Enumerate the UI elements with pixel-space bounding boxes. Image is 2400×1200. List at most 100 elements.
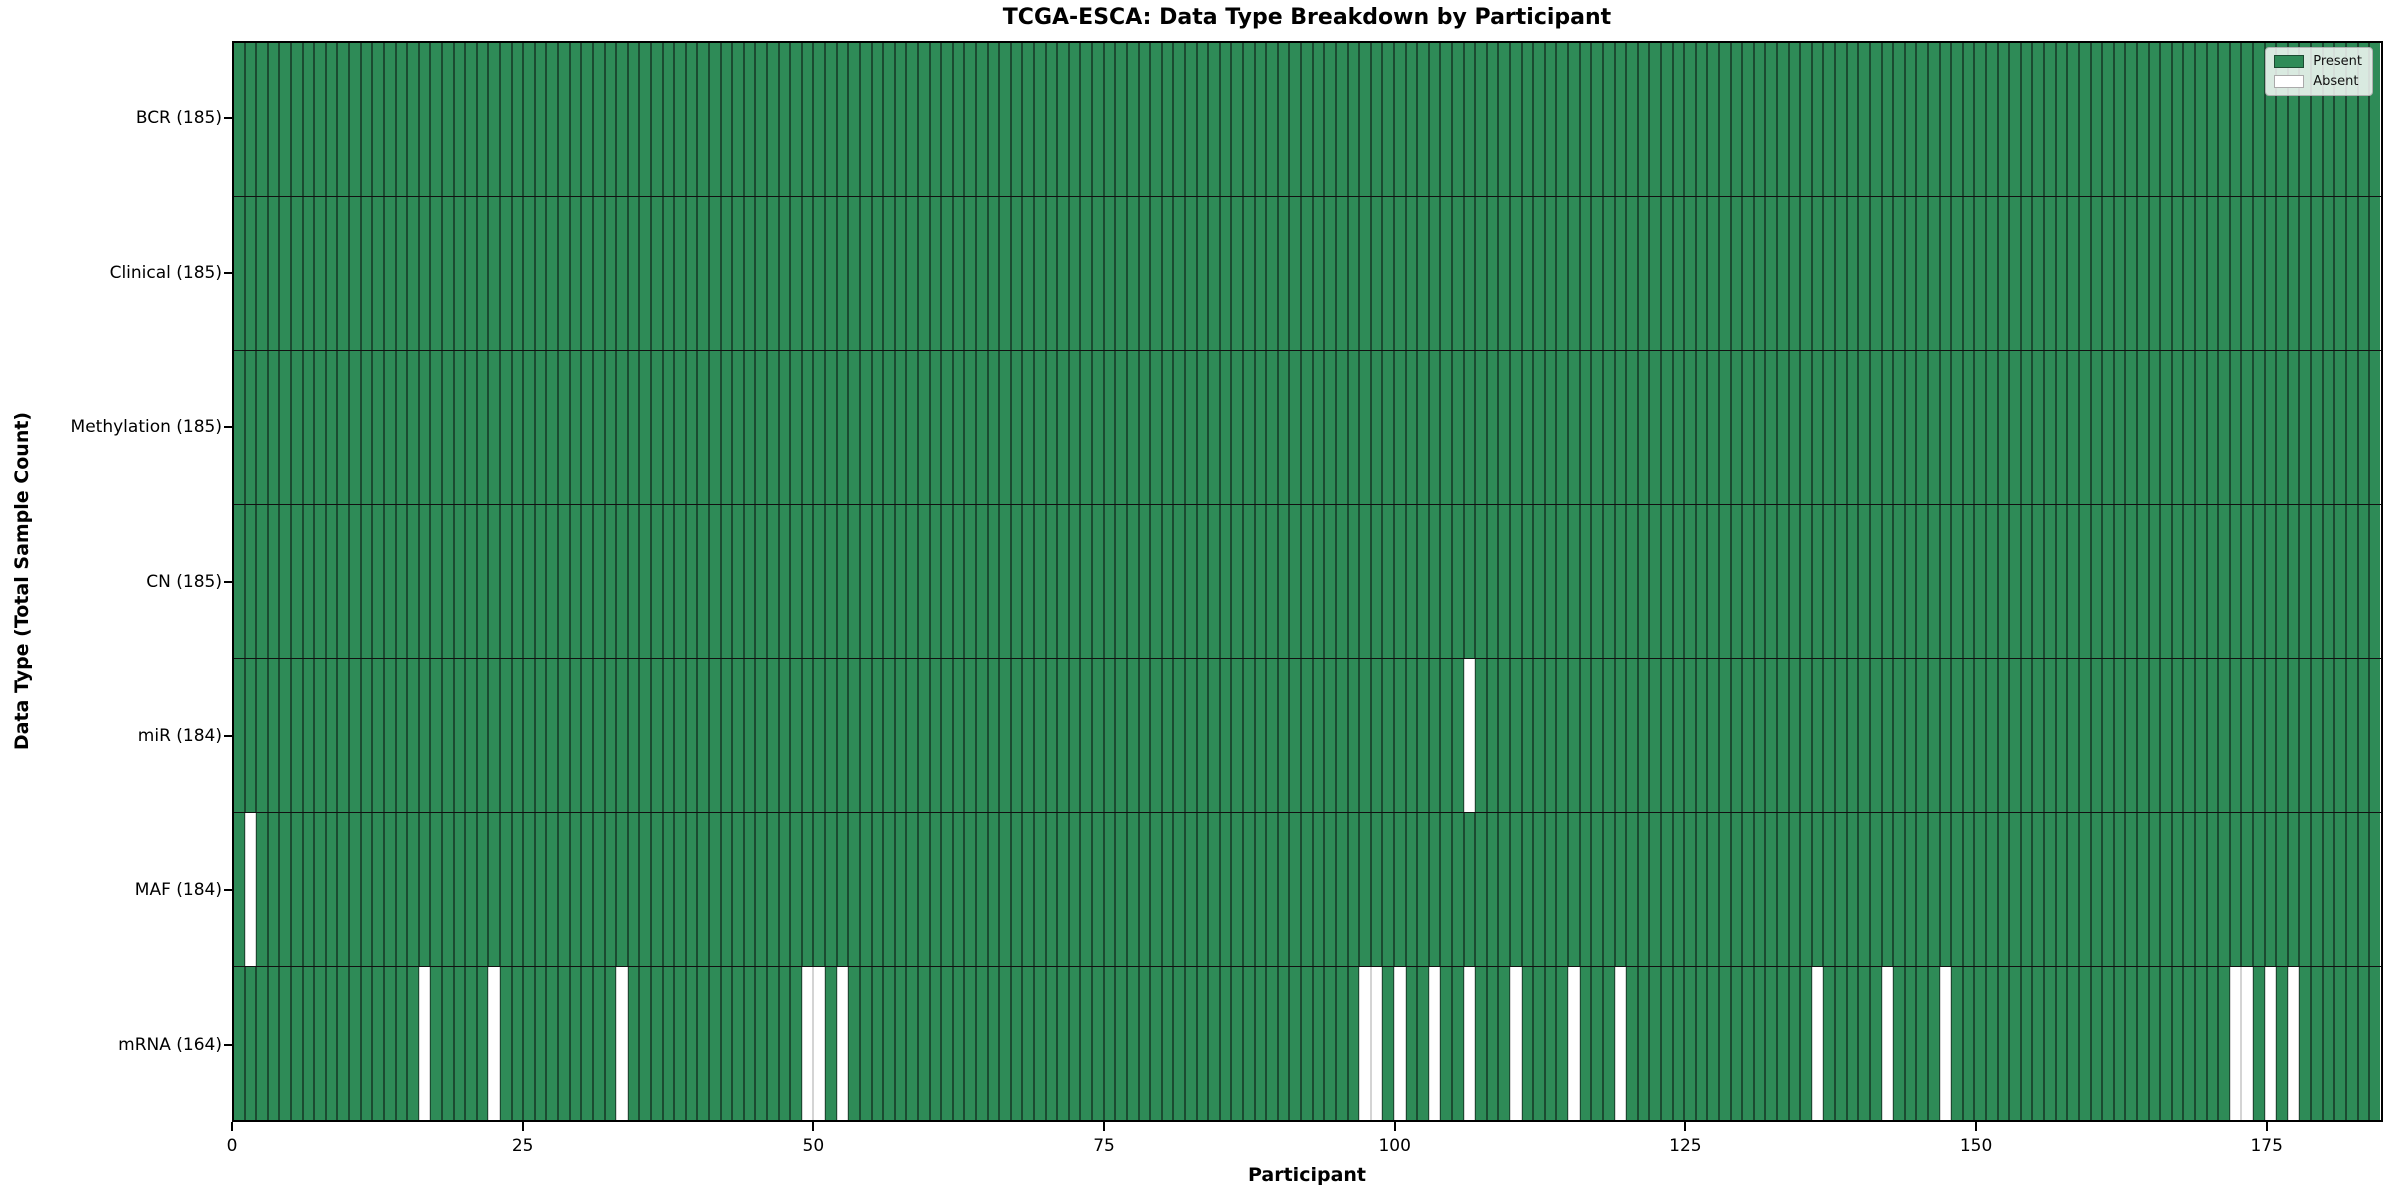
cell-Clinical-p131 (1753, 197, 1766, 350)
cell-CN-p92 (1301, 505, 1313, 658)
cell-Methylation-p76 (1115, 351, 1127, 504)
cell-MAF-p47 (778, 813, 791, 966)
cell-MAF-p57 (894, 813, 907, 966)
cell-BCR-p120 (1626, 43, 1638, 196)
cell-miR-p184 (2369, 659, 2380, 812)
y-axis-title: Data Type (Total Sample Count) (11, 411, 33, 751)
cell-mRNA-p65 (987, 967, 1000, 1120)
cell-CN-p12 (372, 505, 384, 658)
cell-BCR-p93 (1312, 43, 1325, 196)
cell-miR-p154 (2020, 659, 2033, 812)
cell-Methylation-p1 (244, 351, 257, 504)
cell-MAF-p122 (1649, 813, 1661, 966)
cell-CN-p11 (360, 505, 373, 658)
cell-Methylation-p143 (1893, 351, 1905, 504)
cell-miR-p144 (1904, 659, 1917, 812)
cell-mRNA-p12 (372, 967, 384, 1120)
cell-Clinical-p60 (929, 197, 942, 350)
cell-CN-p6 (302, 505, 315, 658)
cell-Clinical-p184 (2369, 197, 2380, 350)
cell-Clinical-p76 (1115, 197, 1127, 350)
cell-BCR-p39 (685, 43, 698, 196)
cell-mRNA-p52 (836, 967, 849, 1120)
cell-MAF-p43 (732, 813, 744, 966)
cell-mRNA-p174 (2253, 967, 2265, 1120)
x-tick-label-150: 150 (1959, 1136, 1993, 1156)
cell-CN-p75 (1103, 505, 1116, 658)
cell-Clinical-p100 (1393, 197, 1406, 350)
cell-mRNA-p70 (1045, 967, 1058, 1120)
cell-mRNA-p124 (1672, 967, 1685, 1120)
cell-miR-p32 (604, 659, 617, 812)
cell-BCR-p33 (616, 43, 628, 196)
cell-miR-p172 (2229, 659, 2242, 812)
cell-miR-p91 (1289, 659, 1302, 812)
cell-MAF-p75 (1103, 813, 1116, 966)
cell-MAF-p184 (2369, 813, 2380, 966)
cell-BCR-p131 (1753, 43, 1766, 196)
cell-mRNA-p11 (360, 967, 373, 1120)
cell-CN-p76 (1115, 505, 1127, 658)
cell-MAF-p160 (2090, 813, 2103, 966)
cell-Methylation-p5 (291, 351, 303, 504)
cell-CN-p78 (1138, 505, 1151, 658)
cell-Clinical-p111 (1521, 197, 1534, 350)
cell-BCR-p155 (2032, 43, 2045, 196)
cell-miR-p115 (1568, 659, 1580, 812)
cell-MAF-p61 (941, 813, 953, 966)
cell-mRNA-p2 (256, 967, 268, 1120)
cell-CN-p81 (1173, 505, 1185, 658)
cell-mRNA-p130 (1742, 967, 1754, 1120)
cell-Clinical-p160 (2090, 197, 2103, 350)
cell-miR-p157 (2055, 659, 2068, 812)
x-axis-title: Participant (1247, 1164, 1367, 1186)
cell-BCR-p28 (558, 43, 570, 196)
cell-mRNA-p96 (1347, 967, 1360, 1120)
cell-CN-p162 (2113, 505, 2126, 658)
cell-CN-p171 (2218, 505, 2230, 658)
cell-Methylation-p145 (1916, 351, 1928, 504)
cell-CN-p140 (1858, 505, 1870, 658)
cell-CN-p161 (2102, 505, 2114, 658)
cell-Clinical-p53 (848, 197, 860, 350)
cell-Clinical-p179 (2311, 197, 2323, 350)
cell-miR-p99 (1382, 659, 1394, 812)
cell-MAF-p18 (441, 813, 454, 966)
cell-miR-p66 (999, 659, 1011, 812)
legend-entry-absent: Absent (2274, 74, 2362, 89)
cell-mRNA-p103 (1428, 967, 1441, 1120)
cell-Methylation-p178 (2299, 351, 2312, 504)
cell-miR-p102 (1417, 659, 1429, 812)
cell-mRNA-p34 (627, 967, 640, 1120)
x-tick-mark (2265, 1122, 2268, 1131)
cell-Clinical-p12 (372, 197, 384, 350)
cell-Clinical-p156 (2044, 197, 2056, 350)
cell-Clinical-p173 (2241, 197, 2254, 350)
cell-Clinical-p33 (616, 197, 628, 350)
cell-miR-p128 (1719, 659, 1731, 812)
cell-Methylation-p57 (894, 351, 907, 504)
cell-Clinical-p9 (337, 197, 350, 350)
cell-CN-p32 (604, 505, 617, 658)
cell-mRNA-p108 (1486, 967, 1499, 1120)
absent-swatch-icon (2274, 75, 2305, 88)
cell-Clinical-p64 (976, 197, 988, 350)
cell-Methylation-p34 (627, 351, 640, 504)
cell-CN-p16 (418, 505, 431, 658)
cell-Clinical-p7 (314, 197, 326, 350)
cell-Clinical-p106 (1463, 197, 1476, 350)
cell-Clinical-p56 (883, 197, 895, 350)
cell-Methylation-p54 (859, 351, 872, 504)
cell-CN-p27 (546, 505, 559, 658)
cell-miR-p133 (1777, 659, 1789, 812)
cell-MAF-p24 (511, 813, 524, 966)
cell-BCR-p134 (1788, 43, 1801, 196)
cell-Clinical-p27 (546, 197, 559, 350)
cell-BCR-p133 (1777, 43, 1789, 196)
y-tick-label-mRNA: mRNA (164) (118, 1034, 222, 1055)
cell-CN-p123 (1660, 505, 1673, 658)
cell-miR-p74 (1092, 659, 1104, 812)
cell-Clinical-p11 (360, 197, 373, 350)
cell-Methylation-p117 (1591, 351, 1603, 504)
cell-mRNA-p43 (732, 967, 744, 1120)
